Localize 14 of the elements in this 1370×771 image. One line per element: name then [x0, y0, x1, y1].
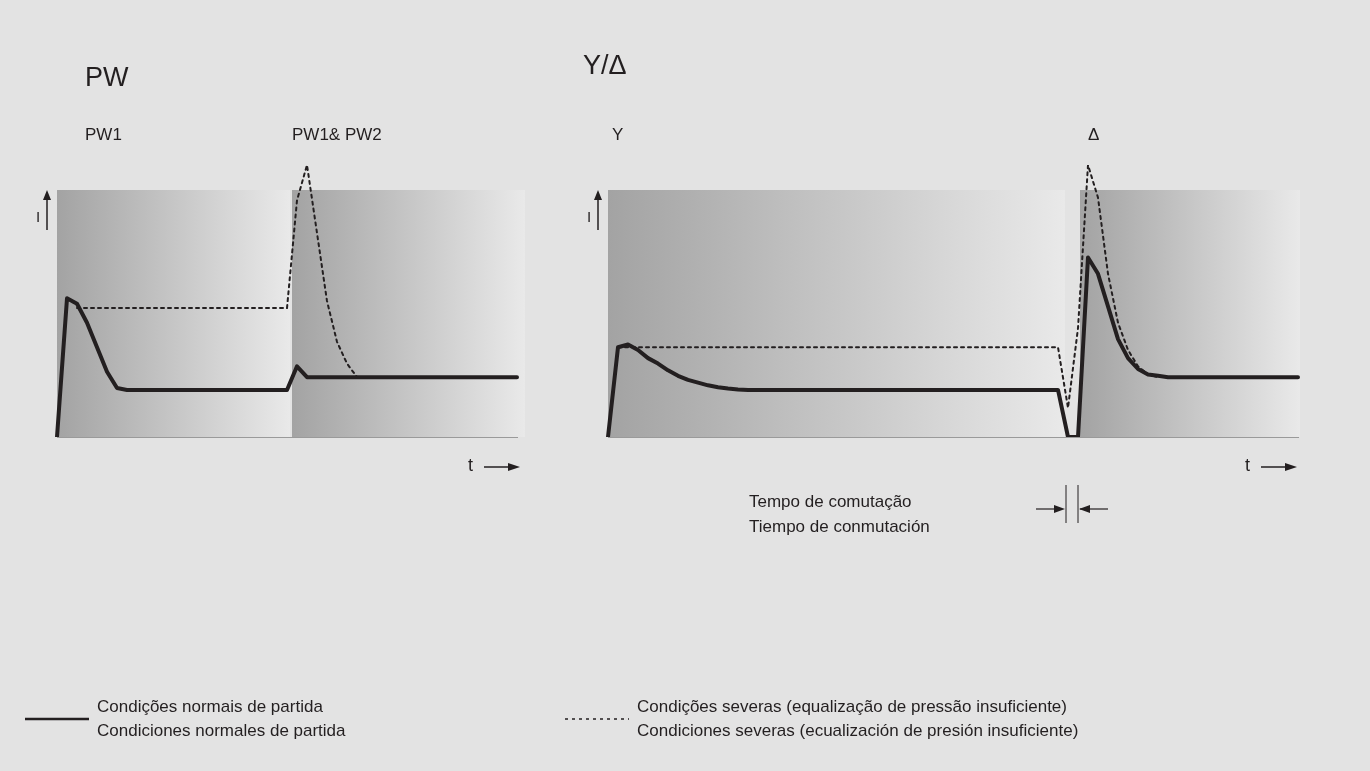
text: PW1& PW2: [292, 125, 382, 145]
y-axis-title: I: [36, 208, 41, 225]
chart-title: Y/Δ: [583, 50, 627, 81]
y-axis-title: I: [587, 208, 592, 225]
text: Y: [612, 125, 624, 145]
legend-label: Condições normais de partida Condiciones normales de partida: [97, 696, 346, 742]
text: Tiempo de conmutación: [749, 517, 930, 537]
legend-label: Condições severas (equalização de pressão insuficiente) Condiciones severas (ecualización de presión insuficiente): [637, 696, 1079, 742]
text: Δ: [1088, 125, 1100, 145]
text: PW1: [85, 125, 122, 145]
x-axis-title: t: [1245, 455, 1251, 476]
text: Tempo de comutação: [749, 492, 912, 512]
chart-title: PW: [85, 62, 129, 93]
x-axis-title: t: [468, 455, 474, 476]
